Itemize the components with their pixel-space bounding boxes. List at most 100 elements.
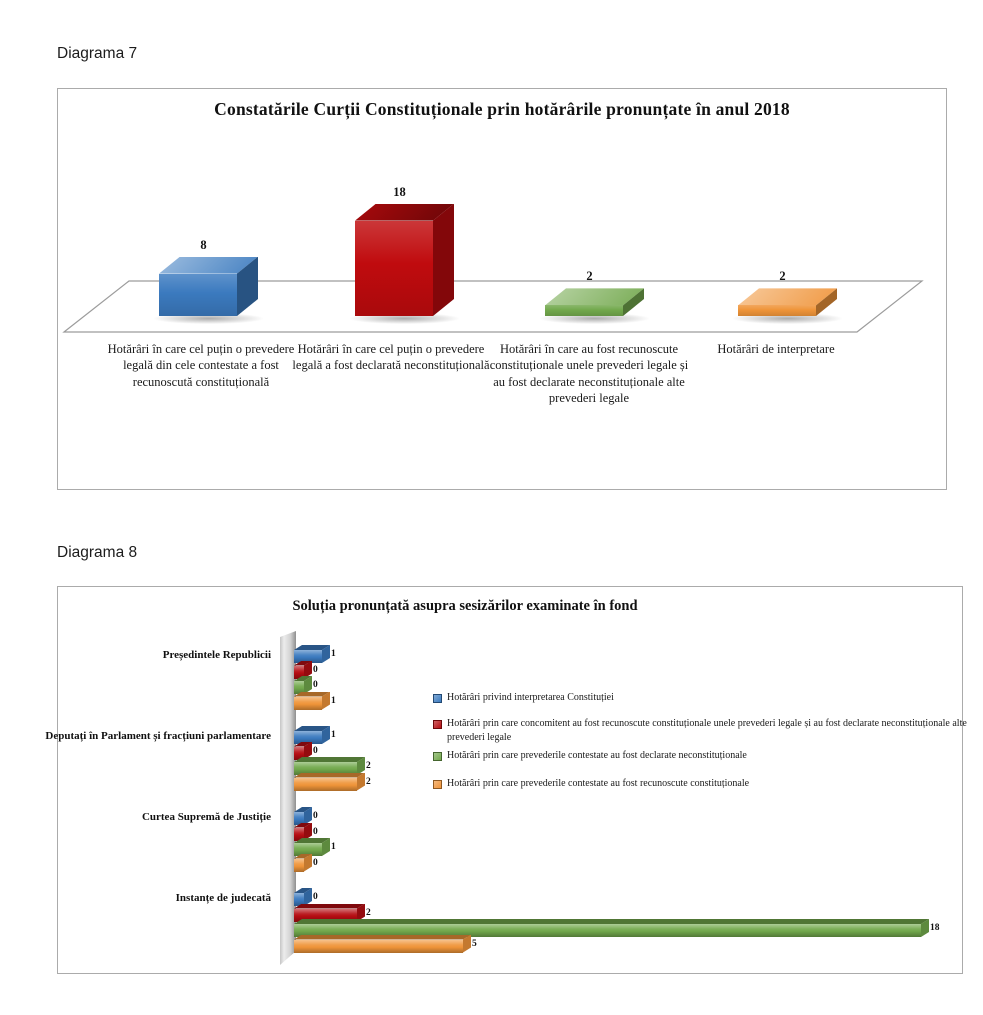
bar-front — [159, 273, 237, 316]
bar-front — [294, 939, 463, 953]
bar-front — [294, 777, 357, 791]
diagram8-bars: 1 1 0 0 0 0 0 2 0 2 1 18 1 2 0 5 — [58, 587, 962, 973]
bar-top — [159, 256, 258, 274]
bar-3d — [738, 288, 837, 316]
bar-3d — [159, 256, 258, 316]
bar-end — [921, 919, 929, 937]
category-label: Președintele Republicii — [162, 649, 271, 661]
bar-value-label: 18 — [930, 923, 940, 933]
bar-front — [294, 812, 304, 825]
bar-front — [355, 220, 433, 316]
diagram7-caption: Diagrama 7 — [57, 45, 138, 62]
bar-3d — [294, 888, 312, 906]
bar-value-label: 2 — [586, 269, 593, 284]
bar-end — [322, 691, 330, 710]
legend-marker — [433, 720, 442, 729]
bar-3d — [294, 741, 312, 760]
bar-end — [304, 741, 312, 760]
legend-item: Hotărâri privind interpretarea Constituț… — [433, 691, 983, 705]
diagram8-panel: Soluția pronunțată asupra sesizărilor ex… — [45, 586, 967, 974]
bar-value-label: 1 — [331, 649, 336, 659]
bar-front — [294, 908, 357, 922]
diagram7-category-labels: Hotărâri în care cel puțin o prevedere l… — [58, 89, 946, 489]
bar-front — [294, 681, 304, 694]
bar-value-label: 0 — [313, 664, 318, 675]
bar-3d — [545, 288, 644, 316]
legend-item: Hotărâri prin care prevederile contestat… — [433, 777, 983, 791]
bar-front — [294, 924, 921, 937]
bar-front — [738, 305, 816, 316]
legend-item: Hotărâri prin care prevederile contestat… — [433, 749, 983, 763]
bar-top — [294, 888, 312, 893]
bar-top — [294, 645, 330, 650]
bar-3d — [294, 919, 929, 937]
bar-end — [357, 757, 365, 775]
bar-3d — [294, 726, 330, 744]
category-label: Curtea Supremă de Justiție — [141, 811, 271, 823]
bar-value-label: 5 — [472, 938, 477, 949]
diagram8-legend: Hotărâri privind interpretarea Constituț… — [58, 587, 967, 973]
bar-front — [294, 827, 304, 841]
legend-marker — [433, 752, 442, 761]
category-label: Deputați în Parlament și fracțiuni parla… — [45, 730, 271, 742]
bar-end — [304, 853, 312, 872]
bar-end — [322, 726, 330, 744]
bar-end — [304, 822, 312, 841]
bar-end — [304, 888, 312, 906]
bar-3d — [294, 676, 312, 694]
bar-value-label: 2 — [366, 761, 371, 771]
diagram8-title: Soluția pronunțată asupra sesizărilor ex… — [292, 598, 638, 614]
diagram8-caption: Diagrama 8 — [57, 544, 138, 561]
bar-front — [294, 746, 304, 760]
bar-end — [304, 660, 312, 679]
bar-3d — [294, 691, 330, 710]
bar-3d — [294, 660, 312, 679]
diagram7-bars: 8 18 2 2 — [58, 89, 946, 489]
bar-top — [294, 676, 312, 681]
bar-end — [357, 772, 365, 791]
bar-3d — [294, 822, 312, 841]
bar-3d — [294, 853, 312, 872]
bar-top — [294, 807, 312, 812]
bar-3d — [294, 645, 330, 663]
bar-top — [355, 203, 454, 221]
diagram7-panel: Constatările Curții Constituționale prin… — [57, 88, 947, 490]
bar-top — [294, 772, 365, 778]
bar-front — [294, 665, 304, 679]
bar-end — [322, 838, 330, 856]
bar-top — [294, 838, 330, 843]
bar-3d — [294, 757, 365, 775]
bar-3d — [294, 934, 471, 953]
bar-shadow — [540, 313, 649, 324]
legend-marker — [433, 780, 442, 789]
category-label: Hotărâri în care cel puțin o prevedere l… — [107, 342, 295, 389]
bar-end — [322, 645, 330, 663]
bar-top — [738, 288, 837, 306]
bar-top — [294, 919, 929, 924]
diagram8-category-labels: Președintele Republicii Deputați în Parla… — [45, 587, 962, 973]
bar-value-label: 0 — [313, 892, 318, 902]
legend-label: Hotărâri prin care concomitent au fost r… — [447, 718, 967, 743]
bar-3d — [294, 772, 365, 791]
legend-marker — [433, 694, 442, 703]
bar-shadow — [350, 313, 459, 324]
bar-front — [294, 858, 304, 872]
bar-value-label: 18 — [393, 184, 406, 199]
bar-value-label: 2 — [366, 776, 371, 787]
bar-value-label: 8 — [200, 237, 207, 252]
bar-top — [545, 288, 644, 306]
bar-value-label: 0 — [313, 857, 318, 868]
bar-end — [304, 676, 312, 694]
bar-side — [433, 203, 454, 316]
bar-front — [294, 893, 304, 906]
bar-front — [545, 305, 623, 316]
bar-shadow — [154, 313, 263, 324]
bar-value-label: 0 — [313, 826, 318, 837]
bar-front — [294, 696, 322, 710]
bar-value-label: 1 — [331, 730, 336, 740]
3d-floor — [62, 280, 924, 333]
category-label: Hotărâri de interpretare — [717, 342, 835, 356]
legend-label: Hotărâri prin care prevederile contestat… — [447, 778, 750, 789]
bar-value-label: 0 — [313, 680, 318, 690]
